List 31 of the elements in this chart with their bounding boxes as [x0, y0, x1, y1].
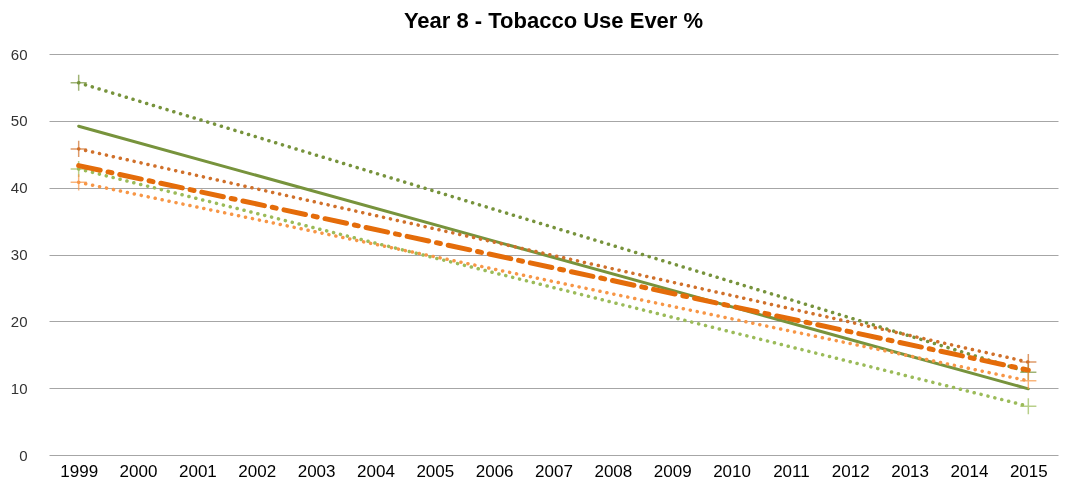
- x-tick-label: 2003: [297, 461, 336, 481]
- point: [1019, 397, 1038, 416]
- x-tick-label: 2002: [238, 461, 277, 481]
- x-tick-label: 2001: [178, 461, 217, 481]
- x-tick-label: 2000: [119, 461, 158, 481]
- y-tick-label: 60: [10, 45, 28, 63]
- y-tick-label: 40: [10, 179, 28, 197]
- y-tick-label: 50: [10, 112, 28, 130]
- point: [69, 73, 88, 92]
- x-tick-label: 2012: [831, 461, 870, 481]
- x-tick-label: 2014: [950, 461, 989, 481]
- y-tick-label: 30: [10, 246, 28, 263]
- x-tick-label: 2015: [1009, 461, 1048, 481]
- x-tick-label: 2007: [535, 461, 573, 481]
- x-tick-label: 2005: [416, 461, 455, 481]
- x-tick-label: 2013: [891, 461, 930, 481]
- x-tick-label: 2010: [713, 461, 751, 481]
- point: [1019, 353, 1038, 371]
- chart-title: Year 8 - Tobacco Use Ever %: [403, 8, 704, 33]
- y-tick-label: 0: [19, 446, 28, 464]
- point: [69, 140, 88, 158]
- x-tick-label: 2006: [475, 461, 514, 481]
- x-tick-label: 1999: [60, 461, 99, 481]
- x-tick-label: 2011: [773, 461, 810, 481]
- x-tick-label: 2009: [653, 461, 692, 481]
- point: [69, 173, 88, 192]
- x-tick-label: 2008: [594, 461, 633, 481]
- y-tick-label: 10: [10, 379, 28, 397]
- y-tick-label: 20: [10, 312, 28, 330]
- x-tick-label: 2004: [357, 461, 395, 481]
- point: [1019, 372, 1038, 390]
